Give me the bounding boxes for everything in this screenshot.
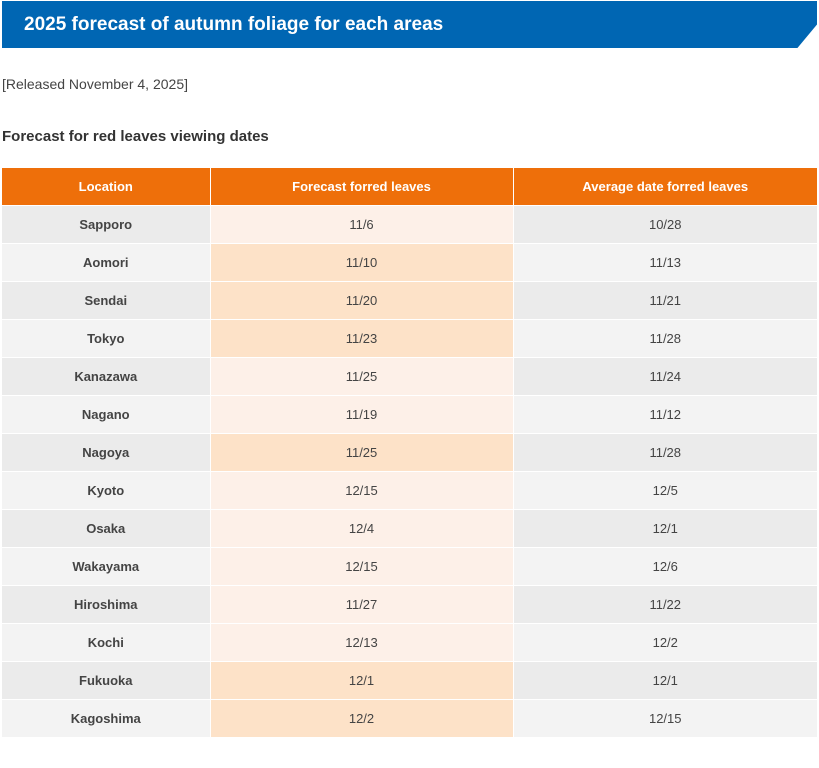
cell-average: 11/12 [513, 395, 817, 434]
cell-average: 11/24 [513, 357, 817, 396]
title-banner: 2025 forecast of autumn foliage for each… [2, 1, 817, 48]
cell-average: 11/28 [513, 319, 817, 358]
table-row: Kochi 12/13 12/2 [2, 623, 817, 662]
cell-forecast: 12/15 [210, 471, 514, 510]
cell-location: Sendai [2, 281, 211, 320]
table-row: Sapporo 11/6 10/28 [2, 205, 817, 244]
cell-location: Tokyo [2, 319, 211, 358]
column-header-forecast: Forecast forred leaves [210, 168, 514, 206]
cell-forecast: 11/25 [210, 433, 514, 472]
table-row: Fukuoka 12/1 12/1 [2, 661, 817, 700]
table-body: Sapporo 11/6 10/28 Aomori 11/10 11/13 Sendai 11… [2, 205, 817, 737]
cell-forecast: 12/4 [210, 509, 514, 548]
cell-average: 12/2 [513, 623, 817, 662]
table-row: Hiroshima 11/27 11/22 [2, 585, 817, 624]
column-header-location: Location [2, 168, 211, 206]
table-row: Tokyo 11/23 11/28 [2, 319, 817, 358]
cell-average: 11/13 [513, 243, 817, 282]
cell-forecast: 11/6 [210, 205, 514, 244]
cell-location: Kyoto [2, 471, 211, 510]
cell-location: Nagano [2, 395, 211, 434]
foliage-forecast-table: Location Forecast forred leaves Average … [2, 168, 817, 737]
cell-forecast: 11/20 [210, 281, 514, 320]
cell-average: 12/1 [513, 509, 817, 548]
cell-location: Hiroshima [2, 585, 211, 624]
cell-average: 12/6 [513, 547, 817, 586]
cell-average: 12/5 [513, 471, 817, 510]
cell-forecast: 11/25 [210, 357, 514, 396]
table-row: Nagoya 11/25 11/28 [2, 433, 817, 472]
cell-location: Kagoshima [2, 699, 211, 737]
table-row: Kanazawa 11/25 11/24 [2, 357, 817, 396]
cell-forecast: 12/2 [210, 699, 514, 737]
cell-average: 11/22 [513, 585, 817, 624]
page-title: 2025 forecast of autumn foliage for each… [24, 14, 444, 35]
release-date: [Released November 4, 2025] [2, 76, 188, 92]
cell-location: Fukuoka [2, 661, 211, 700]
column-header-average: Average date forred leaves [513, 168, 817, 206]
cell-location: Osaka [2, 509, 211, 548]
cell-location: Sapporo [2, 205, 211, 244]
table-row: Kagoshima 12/2 12/15 [2, 699, 817, 737]
table-row: Wakayama 12/15 12/6 [2, 547, 817, 586]
cell-average: 12/15 [513, 699, 817, 737]
cell-average: 11/21 [513, 281, 817, 320]
cell-forecast: 12/15 [210, 547, 514, 586]
table-row: Sendai 11/20 11/21 [2, 281, 817, 320]
cell-location: Wakayama [2, 547, 211, 586]
cell-location: Nagoya [2, 433, 211, 472]
cell-forecast: 11/19 [210, 395, 514, 434]
table-row: Kyoto 12/15 12/5 [2, 471, 817, 510]
table-header-row: Location Forecast forred leaves Average … [2, 168, 817, 206]
table-row: Aomori 11/10 11/13 [2, 243, 817, 282]
cell-average: 10/28 [513, 205, 817, 244]
cell-forecast: 11/10 [210, 243, 514, 282]
table-row: Osaka 12/4 12/1 [2, 509, 817, 548]
table-row: Nagano 11/19 11/12 [2, 395, 817, 434]
cell-forecast: 11/27 [210, 585, 514, 624]
cell-average: 11/28 [513, 433, 817, 472]
cell-average: 12/1 [513, 661, 817, 700]
cell-location: Kochi [2, 623, 211, 662]
cell-forecast: 12/1 [210, 661, 514, 700]
cell-location: Kanazawa [2, 357, 211, 396]
cell-location: Aomori [2, 243, 211, 282]
cell-forecast: 11/23 [210, 319, 514, 358]
cell-forecast: 12/13 [210, 623, 514, 662]
section-title: Forecast for red leaves viewing dates [2, 128, 269, 145]
